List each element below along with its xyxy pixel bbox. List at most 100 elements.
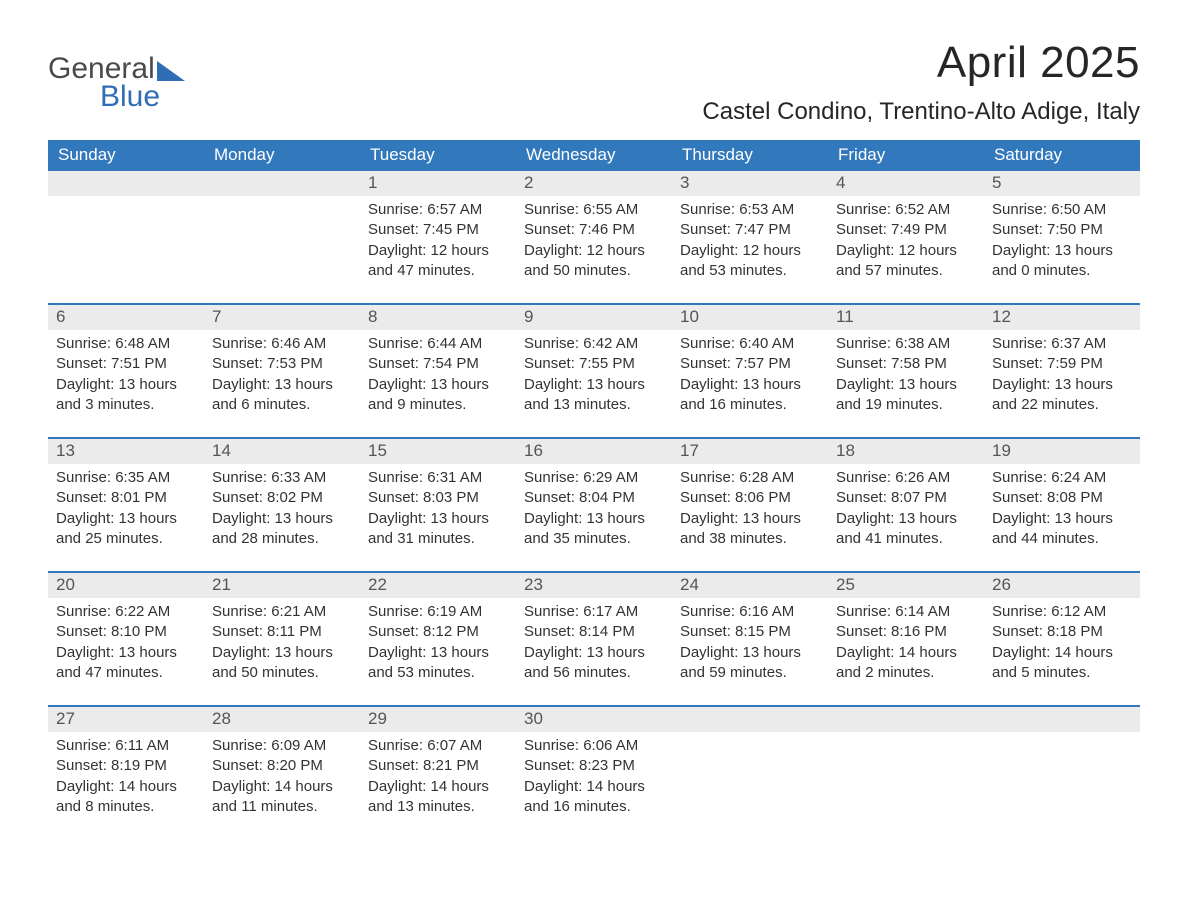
day-number: 16: [516, 439, 672, 464]
sunset-text: Sunset: 7:51 PM: [56, 354, 196, 374]
day-cell: Sunrise: 6:38 AMSunset: 7:58 PMDaylight:…: [828, 330, 984, 415]
weekday-header: Friday: [828, 140, 984, 171]
sunset-text: Sunset: 8:02 PM: [212, 488, 352, 508]
sunrise-text: Sunrise: 6:17 AM: [524, 602, 664, 622]
day-cell: Sunrise: 6:22 AMSunset: 8:10 PMDaylight:…: [48, 598, 204, 683]
sunrise-text: Sunrise: 6:22 AM: [56, 602, 196, 622]
sunset-text: Sunset: 8:03 PM: [368, 488, 508, 508]
day-number: [48, 171, 204, 196]
daylight-text: Daylight: 14 hours and 2 minutes.: [836, 643, 976, 684]
day-cell: Sunrise: 6:09 AMSunset: 8:20 PMDaylight:…: [204, 732, 360, 817]
day-cell: [48, 196, 204, 281]
sunrise-text: Sunrise: 6:52 AM: [836, 200, 976, 220]
sunset-text: Sunset: 7:54 PM: [368, 354, 508, 374]
sunset-text: Sunset: 8:10 PM: [56, 622, 196, 642]
day-cell: Sunrise: 6:24 AMSunset: 8:08 PMDaylight:…: [984, 464, 1140, 549]
day-number: 27: [48, 707, 204, 732]
day-cell: Sunrise: 6:16 AMSunset: 8:15 PMDaylight:…: [672, 598, 828, 683]
sunrise-text: Sunrise: 6:48 AM: [56, 334, 196, 354]
day-number-row: 12345: [48, 171, 1140, 196]
sunset-text: Sunset: 8:08 PM: [992, 488, 1132, 508]
sunset-text: Sunset: 7:57 PM: [680, 354, 820, 374]
day-cell: [828, 732, 984, 817]
day-number: 9: [516, 305, 672, 330]
week-block: 20212223242526Sunrise: 6:22 AMSunset: 8:…: [48, 571, 1140, 683]
sunset-text: Sunset: 8:14 PM: [524, 622, 664, 642]
logo-word2: Blue: [48, 80, 185, 114]
day-cell: Sunrise: 6:42 AMSunset: 7:55 PMDaylight:…: [516, 330, 672, 415]
daylight-text: Daylight: 13 hours and 31 minutes.: [368, 509, 508, 550]
sunrise-text: Sunrise: 6:42 AM: [524, 334, 664, 354]
day-number: 30: [516, 707, 672, 732]
sunrise-text: Sunrise: 6:40 AM: [680, 334, 820, 354]
daylight-text: Daylight: 14 hours and 8 minutes.: [56, 777, 196, 818]
sunset-text: Sunset: 7:50 PM: [992, 220, 1132, 240]
day-cell: Sunrise: 6:50 AMSunset: 7:50 PMDaylight:…: [984, 196, 1140, 281]
weekday-header: Tuesday: [360, 140, 516, 171]
sunrise-text: Sunrise: 6:28 AM: [680, 468, 820, 488]
sunset-text: Sunset: 7:58 PM: [836, 354, 976, 374]
week-block: 13141516171819Sunrise: 6:35 AMSunset: 8:…: [48, 437, 1140, 549]
day-content-row: Sunrise: 6:35 AMSunset: 8:01 PMDaylight:…: [48, 464, 1140, 549]
day-cell: Sunrise: 6:53 AMSunset: 7:47 PMDaylight:…: [672, 196, 828, 281]
daylight-text: Daylight: 13 hours and 22 minutes.: [992, 375, 1132, 416]
day-cell: Sunrise: 6:12 AMSunset: 8:18 PMDaylight:…: [984, 598, 1140, 683]
day-number: 8: [360, 305, 516, 330]
week-block: 6789101112Sunrise: 6:48 AMSunset: 7:51 P…: [48, 303, 1140, 415]
daylight-text: Daylight: 13 hours and 9 minutes.: [368, 375, 508, 416]
day-number: 19: [984, 439, 1140, 464]
sunset-text: Sunset: 7:47 PM: [680, 220, 820, 240]
sunrise-text: Sunrise: 6:29 AM: [524, 468, 664, 488]
sunrise-text: Sunrise: 6:37 AM: [992, 334, 1132, 354]
sunrise-text: Sunrise: 6:16 AM: [680, 602, 820, 622]
day-cell: Sunrise: 6:55 AMSunset: 7:46 PMDaylight:…: [516, 196, 672, 281]
sunset-text: Sunset: 7:53 PM: [212, 354, 352, 374]
weekday-header: Saturday: [984, 140, 1140, 171]
location-subtitle: Castel Condino, Trentino-Alto Adige, Ita…: [702, 98, 1140, 126]
sunset-text: Sunset: 7:46 PM: [524, 220, 664, 240]
daylight-text: Daylight: 12 hours and 50 minutes.: [524, 241, 664, 282]
sunset-text: Sunset: 8:15 PM: [680, 622, 820, 642]
day-number: 5: [984, 171, 1140, 196]
day-cell: Sunrise: 6:48 AMSunset: 7:51 PMDaylight:…: [48, 330, 204, 415]
daylight-text: Daylight: 13 hours and 38 minutes.: [680, 509, 820, 550]
weekday-header: Monday: [204, 140, 360, 171]
daylight-text: Daylight: 14 hours and 11 minutes.: [212, 777, 352, 818]
weekday-header: Sunday: [48, 140, 204, 171]
day-cell: Sunrise: 6:46 AMSunset: 7:53 PMDaylight:…: [204, 330, 360, 415]
day-number: 7: [204, 305, 360, 330]
daylight-text: Daylight: 13 hours and 56 minutes.: [524, 643, 664, 684]
day-cell: [204, 196, 360, 281]
sunset-text: Sunset: 8:19 PM: [56, 756, 196, 776]
weekday-header: Wednesday: [516, 140, 672, 171]
day-number-row: 13141516171819: [48, 439, 1140, 464]
day-number: [204, 171, 360, 196]
day-number: 3: [672, 171, 828, 196]
sunrise-text: Sunrise: 6:53 AM: [680, 200, 820, 220]
sunset-text: Sunset: 8:04 PM: [524, 488, 664, 508]
daylight-text: Daylight: 14 hours and 13 minutes.: [368, 777, 508, 818]
daylight-text: Daylight: 13 hours and 0 minutes.: [992, 241, 1132, 282]
day-cell: Sunrise: 6:37 AMSunset: 7:59 PMDaylight:…: [984, 330, 1140, 415]
weekday-header: Thursday: [672, 140, 828, 171]
sunrise-text: Sunrise: 6:57 AM: [368, 200, 508, 220]
daylight-text: Daylight: 13 hours and 25 minutes.: [56, 509, 196, 550]
sunset-text: Sunset: 8:12 PM: [368, 622, 508, 642]
day-content-row: Sunrise: 6:11 AMSunset: 8:19 PMDaylight:…: [48, 732, 1140, 817]
daylight-text: Daylight: 13 hours and 50 minutes.: [212, 643, 352, 684]
day-cell: [672, 732, 828, 817]
day-number: 15: [360, 439, 516, 464]
sunrise-text: Sunrise: 6:44 AM: [368, 334, 508, 354]
day-cell: Sunrise: 6:40 AMSunset: 7:57 PMDaylight:…: [672, 330, 828, 415]
daylight-text: Daylight: 13 hours and 44 minutes.: [992, 509, 1132, 550]
day-number-row: 27282930: [48, 707, 1140, 732]
sunrise-text: Sunrise: 6:11 AM: [56, 736, 196, 756]
daylight-text: Daylight: 13 hours and 16 minutes.: [680, 375, 820, 416]
sunset-text: Sunset: 8:18 PM: [992, 622, 1132, 642]
sunrise-text: Sunrise: 6:26 AM: [836, 468, 976, 488]
day-cell: Sunrise: 6:17 AMSunset: 8:14 PMDaylight:…: [516, 598, 672, 683]
day-number: 11: [828, 305, 984, 330]
day-cell: Sunrise: 6:07 AMSunset: 8:21 PMDaylight:…: [360, 732, 516, 817]
sunset-text: Sunset: 8:23 PM: [524, 756, 664, 776]
sunrise-text: Sunrise: 6:12 AM: [992, 602, 1132, 622]
